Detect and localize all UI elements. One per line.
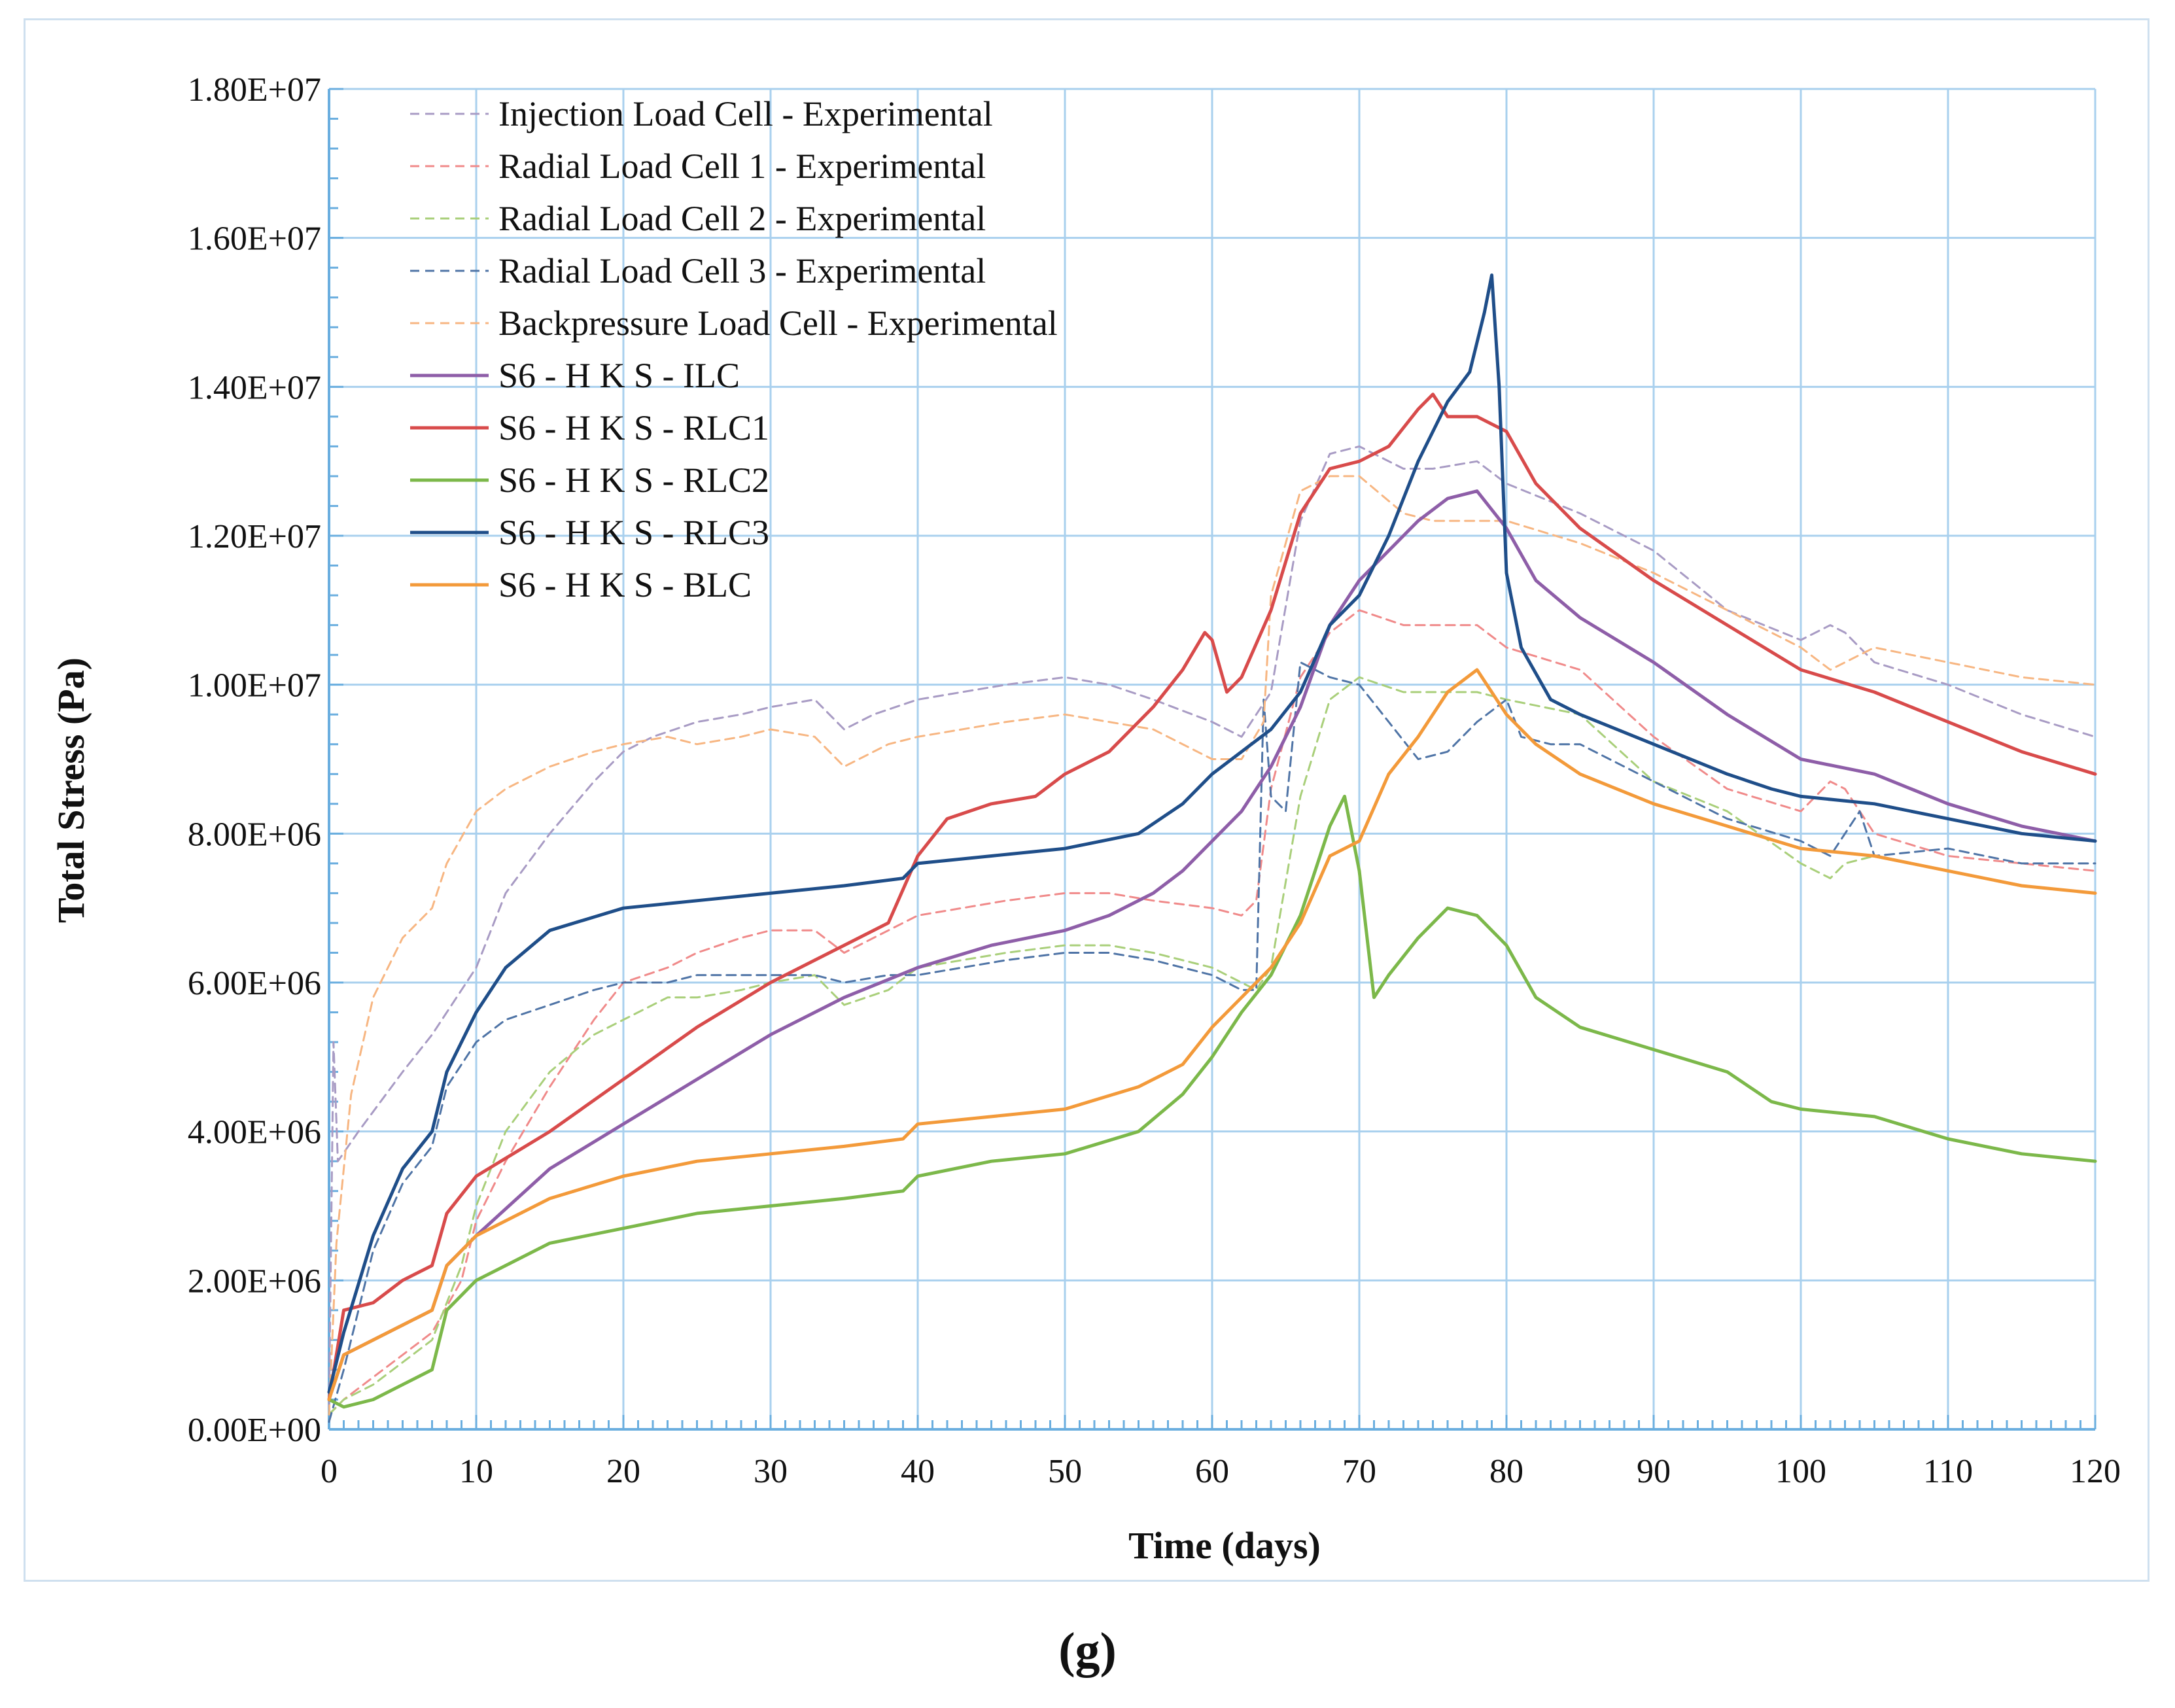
y-tick-label: 1.00E+07	[188, 667, 321, 705]
x-tick-label: 70	[1342, 1453, 1376, 1490]
series-line-4	[328, 661, 2097, 1423]
y-tick-label: 2.00E+06	[188, 1263, 321, 1300]
chart-frame	[24, 18, 2149, 1582]
axes: 0.00E+00 2.00E+06 4.00E+06 6.00E+06 8.00E+06…	[188, 71, 2121, 1490]
panel-label: (g)	[1058, 1623, 1117, 1678]
legend-label-10: S6 - H K S - BLC	[498, 565, 752, 604]
legend-label-5: Backpressure Load Cell - Experimental	[498, 304, 1058, 343]
legend: Injection Load Cell - Experimental Radial…	[410, 94, 1058, 604]
series-line-8	[327, 794, 2097, 1409]
x-tick-label: 30	[754, 1453, 788, 1490]
legend-label-8: S6 - H K S - RLC2	[498, 461, 769, 500]
y-tick-label: 1.60E+07	[188, 220, 321, 258]
x-tick-label: 90	[1637, 1453, 1671, 1490]
y-tick-label: 1.40E+07	[188, 369, 321, 406]
x-tick-label: 20	[606, 1453, 640, 1490]
x-tick-label: 0	[321, 1453, 338, 1490]
x-axis-title: Time (days)	[1128, 1524, 1321, 1567]
x-tick-label: 100	[1775, 1453, 1826, 1490]
x-tick-label: 50	[1048, 1453, 1082, 1490]
y-tick-label: 6.00E+06	[188, 965, 321, 1002]
x-tick-label: 110	[1923, 1453, 1973, 1490]
series-line-9	[327, 273, 2097, 1394]
legend-label-9: S6 - H K S - RLC3	[498, 513, 769, 552]
x-tick-label: 40	[901, 1453, 935, 1490]
series-line-7	[327, 392, 2097, 1401]
x-tick-label: 80	[1489, 1453, 1523, 1490]
gridlines	[329, 88, 2097, 1429]
series-line-3	[328, 676, 2097, 1416]
y-tick-label: 1.80E+07	[188, 71, 321, 109]
series-lines	[327, 273, 2097, 1423]
legend-label-1: Injection Load Cell - Experimental	[498, 94, 993, 133]
series-line-1	[328, 445, 2097, 1408]
x-tick-label: 120	[2070, 1453, 2121, 1490]
legend-label-2: Radial Load Cell 1 - Experimental	[498, 147, 986, 186]
y-tick-label: 4.00E+06	[188, 1114, 321, 1151]
y-tick-label: 0.00E+00	[188, 1412, 321, 1449]
legend-label-4: Radial Load Cell 3 - Experimental	[498, 251, 986, 290]
legend-label-7: S6 - H K S - RLC1	[498, 408, 769, 447]
series-line-6	[327, 489, 2097, 1401]
y-tick-label: 1.20E+07	[188, 518, 321, 555]
x-tick-label: 60	[1195, 1453, 1229, 1490]
legend-label-3: Radial Load Cell 2 - Experimental	[498, 199, 986, 238]
series-line-10	[327, 668, 2097, 1401]
series-line-2	[328, 609, 2097, 1416]
y-tick-label: 8.00E+06	[188, 816, 321, 853]
x-tick-label: 10	[459, 1453, 493, 1490]
y-axis-title: Total Stress (Pa)	[50, 657, 92, 923]
legend-label-6: S6 - H K S - ILC	[498, 356, 740, 395]
